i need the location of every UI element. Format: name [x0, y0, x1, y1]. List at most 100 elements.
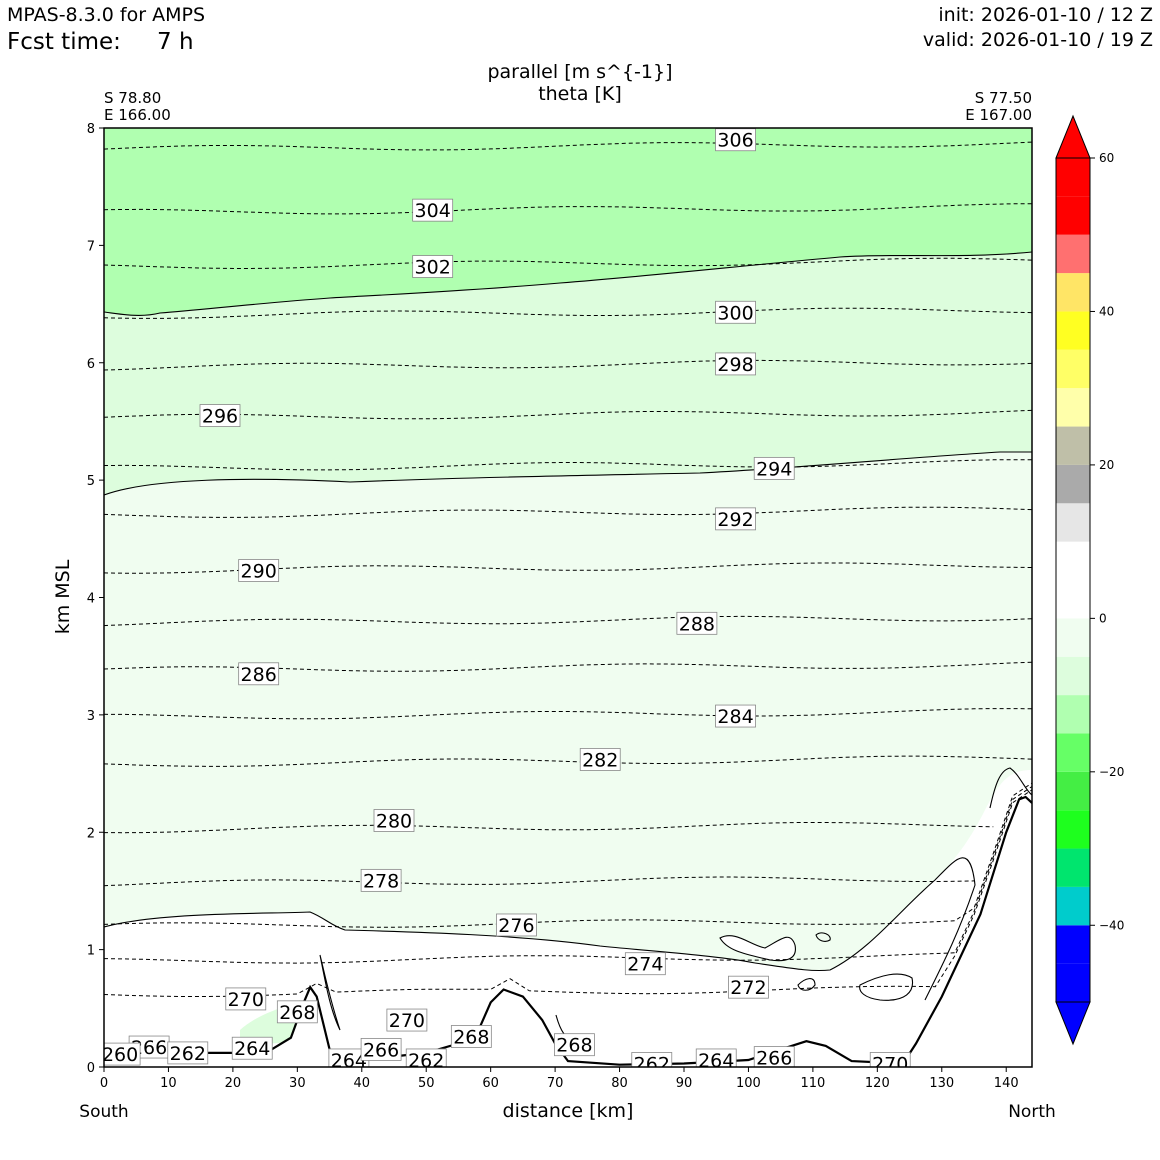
theta-label-box [225, 987, 267, 1011]
forecast-time-value: 7 h [157, 29, 194, 55]
wind-contour-line [815, 932, 831, 942]
wind-fill-minus15-minus10 [104, 128, 1032, 316]
y-tick-label: 7 [87, 239, 95, 254]
theta-label-box [412, 255, 454, 278]
theta-label-box [231, 1036, 273, 1060]
theta-label-box [695, 1048, 737, 1067]
theta-label-box [238, 559, 280, 582]
x-tick-label: 110 [800, 1076, 825, 1091]
init-time: init: 2026-01-10 / 12 Z [938, 4, 1153, 26]
x-tick-label: 10 [160, 1076, 177, 1091]
theta-contour-line [104, 257, 1032, 270]
x-tick-label: 90 [676, 1076, 693, 1091]
theta-label: 264 [234, 1038, 270, 1060]
theta-label: 288 [679, 613, 715, 635]
theta-label-box [753, 456, 795, 480]
colorbar-bin [1056, 580, 1090, 619]
y-axis-label: km MSL [52, 559, 74, 634]
theta-label: 296 [202, 406, 238, 428]
theta-contour-line [104, 782, 1032, 928]
wind-contour-line [104, 251, 1032, 316]
colorbar-bin [1056, 695, 1090, 734]
theta-contour-line [104, 359, 1032, 371]
theta-label: 290 [241, 561, 277, 583]
theta-label: 270 [228, 989, 264, 1011]
theta-label: 264 [331, 1050, 367, 1072]
theta-contour-line [104, 506, 1032, 518]
plot-area: 306 304 302 300 298 296 294 292 290 288 286 284 282 2… [104, 128, 1032, 1072]
theta-label: 306 [717, 130, 753, 152]
right-point-lat: S 77.50 [975, 89, 1032, 107]
theta-label: 268 [556, 1035, 592, 1057]
theta-contour-line [104, 409, 1032, 420]
theta-contour-line [104, 876, 975, 887]
colorbar-bin [1056, 886, 1090, 926]
theta-contour-line [104, 459, 1032, 471]
theta-label-box [412, 198, 454, 222]
x-tick-label: 70 [547, 1076, 564, 1091]
theta-label: 268 [279, 1002, 315, 1024]
theta-label-box [728, 975, 769, 999]
theta-label-box [167, 1041, 209, 1065]
colorbar-bin [1056, 464, 1090, 504]
theta-label-box [238, 662, 280, 686]
theta-label: 298 [717, 354, 753, 376]
x-tick-label: 120 [865, 1076, 890, 1091]
theta-label-box [715, 507, 756, 531]
colorbar-bin [1056, 388, 1090, 427]
theta-contour-line [104, 203, 1032, 215]
x-axis-label: distance [km] [503, 1100, 634, 1122]
theta-label-box [360, 1037, 402, 1061]
chart-title-line1: parallel [m s^{-1}] [487, 61, 672, 83]
colorbar-bin [1056, 311, 1090, 350]
theta-contour-line [104, 755, 1032, 767]
theta-contour-line [104, 307, 1032, 319]
y-tick-label: 3 [87, 709, 95, 724]
x-tick-label: 50 [418, 1076, 435, 1091]
theta-label-box [360, 868, 402, 892]
colorbar-bin [1056, 541, 1090, 580]
y-tick-label: 0 [87, 1061, 95, 1076]
colorbar-bin [1056, 925, 1090, 964]
theta-label: 270 [389, 1010, 425, 1032]
colorbar-tick-label: 60 [1099, 151, 1114, 165]
colorbar-bin [1056, 234, 1090, 274]
theta-label-box [676, 611, 718, 635]
theta-label-box [869, 1052, 911, 1067]
colorbar-bin [1056, 656, 1090, 696]
theta-contour-line [104, 822, 994, 834]
x-tick-label: 20 [225, 1076, 242, 1091]
y-tick-label: 6 [87, 357, 95, 372]
valid-time: valid: 2026-01-10 / 19 Z [922, 29, 1153, 51]
colorbar: 60 40 20 0 −20 −40 [1055, 114, 1124, 1046]
x-end-left-label: South [79, 1102, 128, 1122]
theta-label: 262 [408, 1050, 444, 1072]
theta-label: 264 [698, 1050, 734, 1072]
wind-contour-line [104, 451, 1032, 496]
x-tick-label: 100 [736, 1076, 761, 1091]
wind-contour-line [104, 911, 756, 964]
y-tick-label: 5 [87, 474, 95, 489]
colorbar-bin [1056, 733, 1090, 772]
theta-label-box [496, 913, 537, 937]
colorbar-frame [1055, 157, 1091, 1003]
theta-label: 272 [730, 977, 766, 999]
colorbar-over-triangle [1055, 114, 1091, 159]
wind-contours [104, 251, 1032, 1046]
theta-label: 284 [717, 706, 753, 728]
theta-label: 268 [453, 1026, 489, 1048]
theta-label: 292 [717, 509, 753, 531]
theta-labels: 306 304 302 300 298 296 294 292 290 288 286 284 282 2… [104, 128, 911, 1072]
wind-contour-line [719, 935, 796, 962]
x-tick-label: 80 [611, 1076, 628, 1091]
left-point-lon: E 166.00 [104, 106, 171, 124]
theta-label-box [450, 1025, 492, 1048]
theta-label-box [715, 352, 756, 376]
y-tick-label: 8 [87, 122, 95, 137]
theta-label-box [753, 1046, 795, 1067]
theta-label: 266 [756, 1048, 792, 1070]
wind-contour-line [754, 857, 976, 1001]
theta-label: 276 [498, 915, 534, 937]
wind-contour-line [797, 978, 816, 991]
x-tick-label: 130 [929, 1076, 954, 1091]
